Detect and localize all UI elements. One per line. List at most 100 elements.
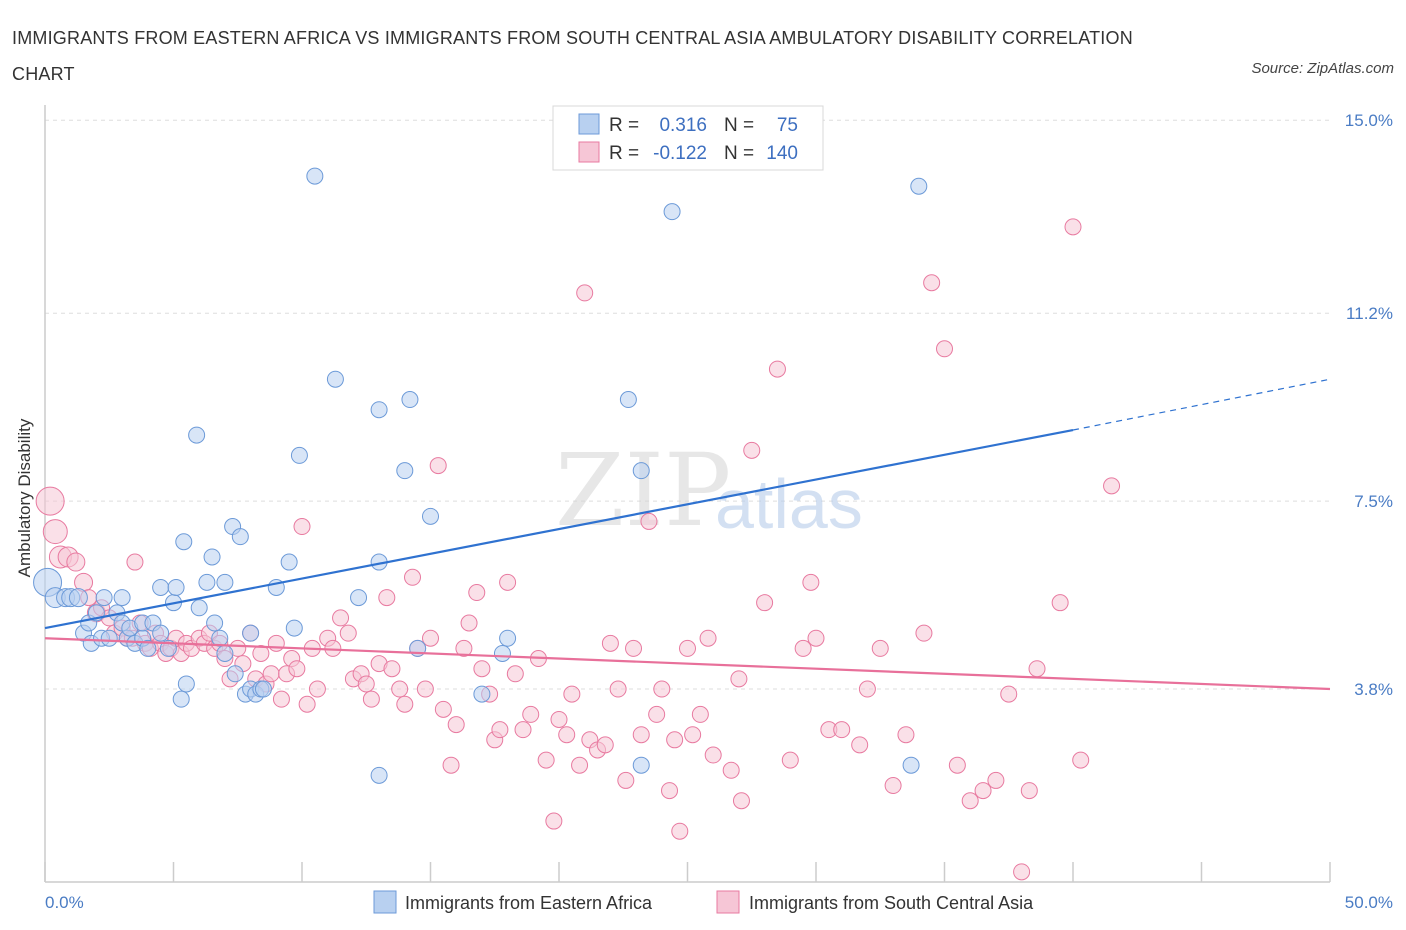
point-south-central-asia-116 — [833, 721, 851, 739]
point-eastern-africa-34 — [206, 614, 224, 632]
point-south-central-asia-114 — [807, 629, 825, 647]
point-eastern-africa-42 — [242, 624, 260, 642]
point-south-central-asia-131 — [1051, 594, 1069, 612]
point-south-central-asia-100 — [661, 782, 679, 800]
watermark-zip: ZIP — [555, 432, 731, 549]
trend-line-eastern-africa-extension — [1072, 378, 1331, 431]
point-south-central-asia-52 — [339, 624, 357, 642]
trend-lines — [44, 378, 1331, 691]
point-south-central-asia-105 — [691, 705, 709, 723]
point-south-central-asia-56 — [362, 690, 380, 708]
y-axis-label: Ambulatory Disability — [15, 418, 34, 577]
bottom-legend: Immigrants from Eastern Africa Immigrant… — [373, 890, 1034, 914]
y-tick-label-2: 11.2% — [1346, 304, 1393, 323]
point-south-central-asia-107 — [704, 746, 722, 764]
point-south-central-asia-0 — [35, 486, 65, 516]
point-south-central-asia-94 — [617, 771, 635, 789]
point-south-central-asia-62 — [404, 568, 422, 586]
point-eastern-africa-22 — [152, 624, 170, 642]
point-eastern-africa-57 — [396, 462, 414, 480]
point-eastern-africa-31 — [190, 599, 208, 617]
point-south-central-asia-14 — [126, 553, 144, 571]
point-south-central-asia-40 — [267, 634, 285, 652]
point-eastern-africa-23 — [152, 578, 170, 596]
point-eastern-africa-51 — [306, 167, 324, 185]
point-eastern-africa-58 — [401, 391, 419, 409]
point-eastern-africa-52 — [326, 370, 344, 388]
watermark-atlas: atlas — [715, 465, 863, 543]
point-eastern-africa-68 — [902, 756, 920, 774]
point-south-central-asia-76 — [491, 721, 509, 739]
point-south-central-asia-92 — [601, 634, 619, 652]
point-eastern-africa-61 — [473, 685, 491, 703]
point-south-central-asia-124 — [961, 792, 979, 810]
point-south-central-asia-58 — [378, 589, 396, 607]
point-south-central-asia-113 — [794, 639, 812, 657]
point-south-central-asia-101 — [666, 731, 684, 749]
point-south-central-asia-138 — [851, 736, 869, 754]
point-south-central-asia-112 — [781, 751, 799, 769]
legend-r-value-pink: -0.122 — [653, 143, 707, 164]
point-eastern-africa-13 — [113, 589, 131, 607]
point-south-central-asia-80 — [522, 705, 540, 723]
point-eastern-africa-36 — [216, 573, 234, 591]
point-eastern-africa-24 — [159, 639, 177, 657]
point-south-central-asia-139 — [915, 624, 933, 642]
point-south-central-asia-72 — [468, 584, 486, 602]
y-tick-label-1: 7.5% — [1354, 492, 1393, 511]
legend-n-label-pink: N = — [724, 143, 754, 164]
point-south-central-asia-130 — [1028, 660, 1046, 678]
bottom-legend-swatch-pink — [716, 890, 740, 914]
point-south-central-asia-122 — [936, 340, 953, 358]
point-south-central-asia-102 — [671, 822, 689, 840]
point-south-central-asia-44 — [288, 660, 306, 678]
point-eastern-africa-10 — [95, 589, 113, 607]
point-south-central-asia-45 — [293, 518, 311, 536]
point-eastern-africa-48 — [280, 553, 298, 571]
point-south-central-asia-121 — [923, 274, 941, 292]
point-south-central-asia-66 — [429, 457, 447, 475]
point-south-central-asia-93 — [609, 680, 627, 698]
point-eastern-africa-20 — [139, 639, 157, 657]
point-eastern-africa-60 — [422, 507, 439, 525]
point-south-central-asia-67 — [434, 700, 452, 718]
point-south-central-asia-117 — [858, 680, 876, 698]
point-eastern-africa-56 — [370, 766, 388, 784]
point-eastern-africa-46 — [254, 680, 272, 698]
point-south-central-asia-97 — [640, 512, 658, 530]
point-south-central-asia-123 — [948, 756, 966, 774]
legend-n-value-pink: 140 — [766, 143, 798, 164]
point-eastern-africa-37 — [216, 644, 234, 662]
y-tick-label-0: 3.8% — [1354, 680, 1393, 699]
point-south-central-asia-125 — [974, 782, 992, 800]
point-south-central-asia-129 — [1020, 782, 1038, 800]
point-eastern-africa-4 — [68, 588, 88, 608]
point-south-central-asia-132 — [1064, 218, 1082, 236]
point-eastern-africa-27 — [172, 690, 190, 708]
legend-swatch-pink — [578, 141, 600, 163]
point-south-central-asia-83 — [545, 812, 563, 830]
point-eastern-africa-11 — [100, 629, 118, 647]
bottom-legend-label-blue: Immigrants from Eastern Africa — [405, 893, 653, 913]
y-tick-labels: 3.8% 7.5% 11.2% 15.0% — [1345, 111, 1393, 699]
point-south-central-asia-108 — [730, 670, 748, 688]
point-eastern-africa-50 — [290, 446, 308, 464]
point-south-central-asia-118 — [871, 639, 889, 657]
point-eastern-africa-53 — [350, 589, 368, 607]
point-south-central-asia-111 — [768, 360, 786, 378]
point-south-central-asia-70 — [455, 639, 473, 657]
point-south-central-asia-106 — [699, 629, 717, 647]
point-south-central-asia-60 — [391, 680, 409, 698]
trend-line-eastern-africa — [44, 428, 1074, 630]
point-south-central-asia-91 — [596, 736, 614, 754]
point-eastern-africa-69 — [910, 177, 928, 195]
point-south-central-asia-61 — [396, 695, 414, 713]
point-eastern-africa-62 — [493, 644, 511, 662]
point-south-central-asia-46 — [298, 695, 316, 713]
point-south-central-asia-51 — [332, 609, 350, 627]
x-tick-right: 50.0% — [1345, 893, 1393, 912]
point-south-central-asia-71 — [460, 614, 478, 632]
bottom-legend-swatch-blue — [373, 890, 397, 914]
point-south-central-asia-73 — [473, 660, 491, 678]
